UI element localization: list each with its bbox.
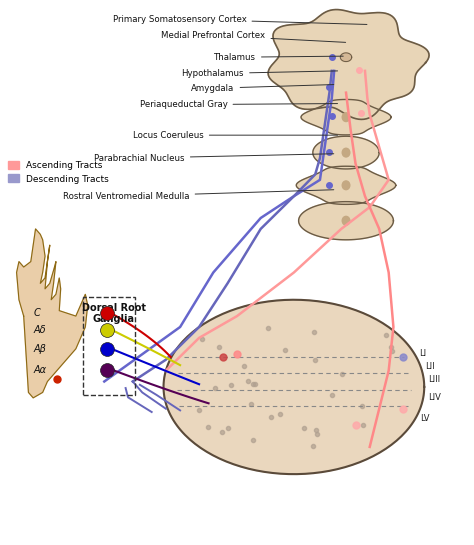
Text: Primary Somatosensory Cortex: Primary Somatosensory Cortex bbox=[113, 15, 367, 25]
Polygon shape bbox=[268, 10, 429, 119]
Text: LI: LI bbox=[419, 349, 426, 358]
Text: Aα: Aα bbox=[33, 365, 46, 374]
Polygon shape bbox=[340, 53, 352, 62]
Text: LIV: LIV bbox=[428, 393, 441, 402]
Text: Rostral Ventromedial Medulla: Rostral Ventromedial Medulla bbox=[63, 190, 334, 201]
Text: Medial Prefrontal Cortex: Medial Prefrontal Cortex bbox=[161, 31, 346, 43]
Text: Hypothalamus: Hypothalamus bbox=[182, 69, 337, 78]
Text: Dorsal Root
Ganglia: Dorsal Root Ganglia bbox=[82, 302, 146, 324]
Circle shape bbox=[342, 181, 350, 190]
Circle shape bbox=[342, 113, 350, 122]
Text: Amygdala: Amygdala bbox=[191, 84, 334, 93]
Text: Periaqueductal Gray: Periaqueductal Gray bbox=[140, 100, 337, 109]
Text: LII: LII bbox=[425, 362, 435, 371]
Text: Aβ: Aβ bbox=[33, 344, 46, 354]
Polygon shape bbox=[313, 136, 379, 169]
Polygon shape bbox=[296, 166, 396, 204]
Text: Locus Coeruleus: Locus Coeruleus bbox=[133, 131, 337, 140]
Polygon shape bbox=[17, 229, 88, 398]
Text: LIII: LIII bbox=[428, 376, 441, 384]
Text: LV: LV bbox=[420, 414, 429, 423]
Bar bbox=[83, 297, 135, 395]
Legend: Ascending Tracts, Descending Tracts: Ascending Tracts, Descending Tracts bbox=[5, 157, 112, 187]
Circle shape bbox=[342, 148, 350, 157]
Text: Thalamus: Thalamus bbox=[214, 53, 343, 62]
Polygon shape bbox=[301, 100, 391, 135]
Polygon shape bbox=[299, 202, 393, 240]
Text: C: C bbox=[33, 308, 40, 318]
Text: Aδ: Aδ bbox=[33, 325, 46, 335]
Text: Parabrachial Nucleus: Parabrachial Nucleus bbox=[94, 154, 334, 162]
Circle shape bbox=[342, 216, 350, 225]
Polygon shape bbox=[164, 300, 424, 474]
